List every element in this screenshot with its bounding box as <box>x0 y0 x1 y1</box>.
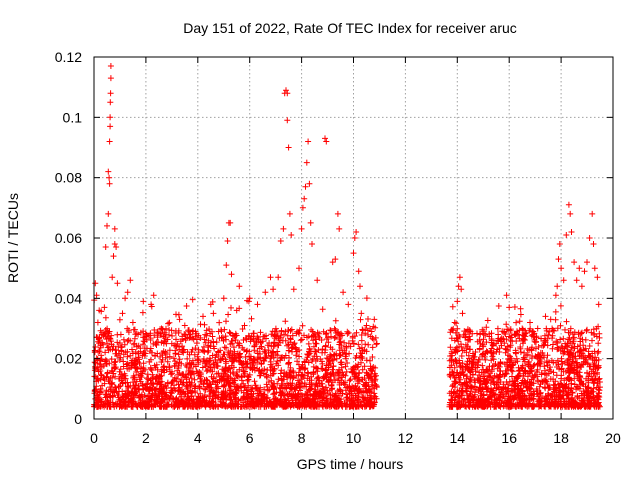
scatter-markers <box>91 63 603 410</box>
y-axis-label: ROTI / TECUs <box>5 193 21 283</box>
x-tick-labels: 0 2 4 6 8 10 12 14 16 18 20 <box>90 430 621 446</box>
y-tick-label: 0.08 <box>55 170 82 186</box>
x-tick-label: 2 <box>142 430 150 446</box>
chart-title: Day 151 of 2022, Rate Of TEC Index for r… <box>183 20 517 36</box>
y-tick-label: 0.12 <box>55 49 82 65</box>
x-tick-label: 14 <box>450 430 466 446</box>
x-tick-label: 6 <box>246 430 254 446</box>
y-tick-label: 0.06 <box>55 230 82 246</box>
x-tick-label: 4 <box>194 430 202 446</box>
x-tick-label: 8 <box>298 430 306 446</box>
x-tick-label: 18 <box>553 430 569 446</box>
y-tick-labels: 0 0.02 0.04 0.06 0.08 0.1 0.12 <box>55 49 82 427</box>
y-tick-label: 0 <box>74 411 82 427</box>
axis-ticks <box>93 56 614 420</box>
x-tick-label: 16 <box>501 430 517 446</box>
y-tick-label: 0.04 <box>55 290 82 306</box>
data-points <box>91 63 603 410</box>
y-tick-label: 0.02 <box>55 351 82 367</box>
x-axis-label: GPS time / hours <box>297 456 404 472</box>
x-tick-label: 12 <box>398 430 414 446</box>
y-tick-label: 0.1 <box>63 109 83 125</box>
x-tick-label: 20 <box>605 430 621 446</box>
x-tick-label: 10 <box>346 430 362 446</box>
x-tick-label: 0 <box>90 430 98 446</box>
